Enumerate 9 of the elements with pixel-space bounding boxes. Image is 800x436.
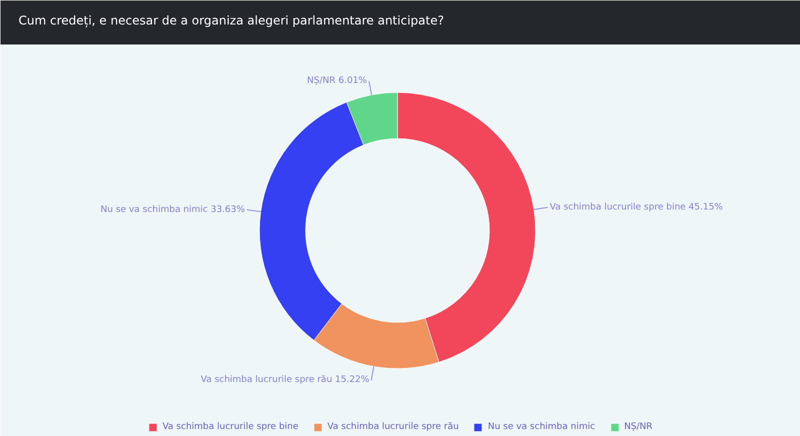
chart-title: Cum credeți, e necesar de a organiza alegeri parlamentare anticipate? xyxy=(18,14,444,28)
legend-label: NȘ/NR xyxy=(624,422,653,432)
legend-label: Nu se va schimba nimic xyxy=(488,422,596,432)
category-label: Va schimba lucrurile spre bine 45.15% xyxy=(550,202,723,212)
legend-label: Va schimba lucrurile spre bine xyxy=(162,422,298,432)
category-label: NȘ/NR 6.01% xyxy=(307,76,367,86)
category-label: Va schimba lucrurile spre rău 15.22% xyxy=(200,375,370,386)
legend-label: Va schimba lucrurile spre rău xyxy=(327,422,459,432)
category-label: Nu se va schimba nimic 33.63% xyxy=(100,204,245,215)
